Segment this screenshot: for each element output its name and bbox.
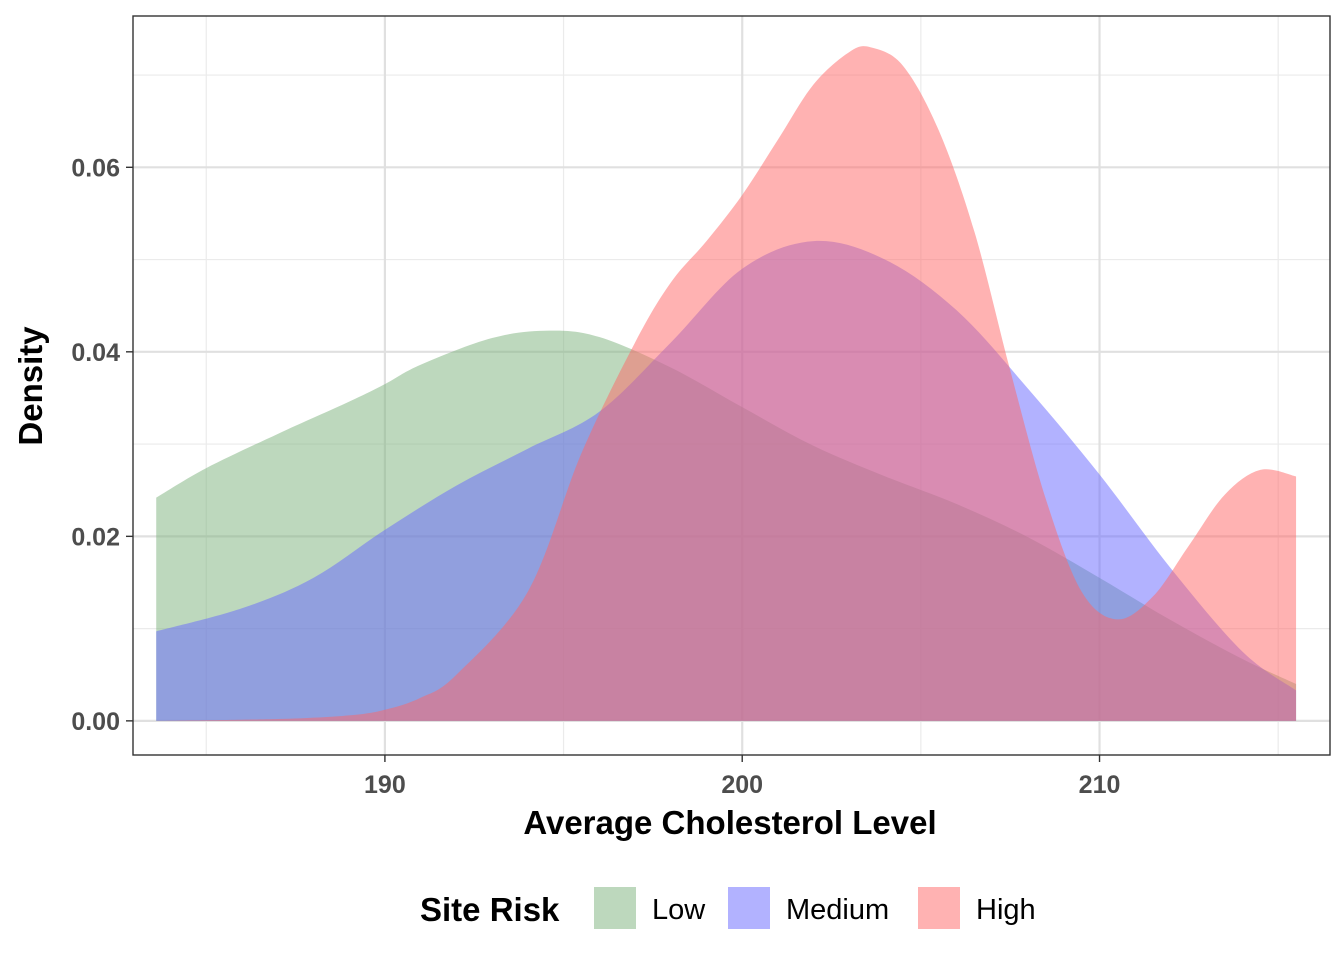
legend-key-high xyxy=(918,887,960,929)
legend-label-high: High xyxy=(976,894,1036,926)
x-tick-label: 200 xyxy=(721,771,763,799)
legend-label-low: Low xyxy=(652,894,706,926)
legend-key-medium xyxy=(728,887,770,929)
legend-item-medium: Medium xyxy=(728,887,889,929)
legend-item-low: Low xyxy=(594,887,706,929)
y-axis-ticks: 0.00 0.02 0.04 0.06 xyxy=(71,154,133,736)
panel-border xyxy=(132,15,1331,756)
y-tick-label: 0.02 xyxy=(71,523,120,551)
y-tick-label: 0.06 xyxy=(71,154,120,182)
density-area-high xyxy=(156,46,1297,721)
y-tick-label: 0.04 xyxy=(71,339,120,367)
legend-label-medium: Medium xyxy=(786,894,889,926)
y-tick-label: 0.00 xyxy=(71,708,120,736)
density-areas xyxy=(156,46,1297,721)
x-tick-label: 210 xyxy=(1079,771,1121,799)
x-axis-ticks: 190 200 210 xyxy=(364,755,1120,799)
legend: Site Risk Low Medium High xyxy=(420,887,1036,929)
y-axis-title: Density xyxy=(12,326,49,446)
x-axis-title: Average Cholesterol Level xyxy=(523,804,936,841)
legend-key-low xyxy=(594,887,636,929)
legend-item-high: High xyxy=(918,887,1036,929)
x-tick-label: 190 xyxy=(364,771,406,799)
legend-title: Site Risk xyxy=(420,891,560,928)
